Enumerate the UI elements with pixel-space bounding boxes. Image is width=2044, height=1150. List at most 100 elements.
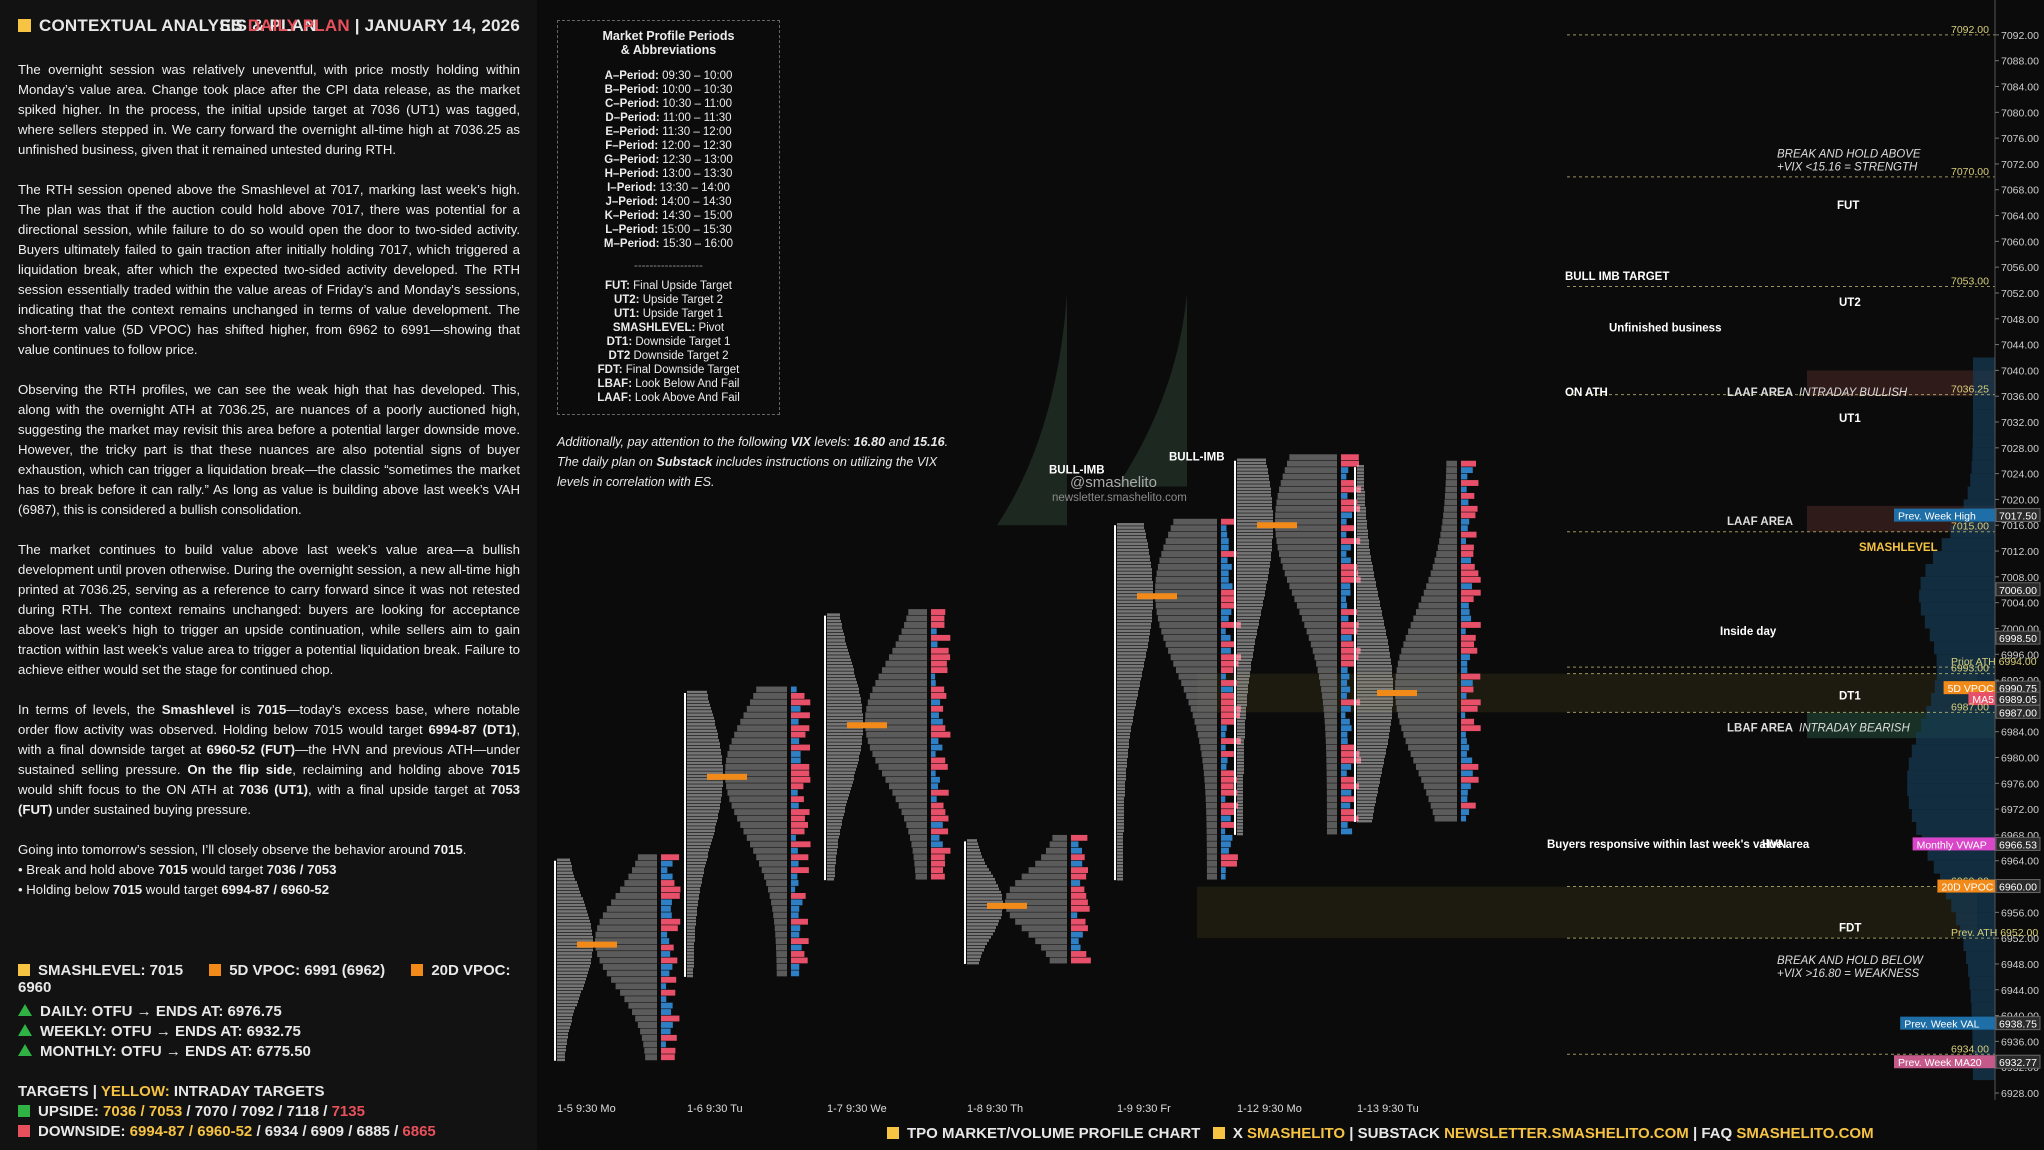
tpo-letters-row — [967, 887, 999, 891]
tpo-letters-row — [1117, 535, 1146, 539]
session-vp-bar — [1423, 589, 1457, 596]
chart-annotation: BREAK AND HOLD ABOVE — [1777, 148, 1921, 160]
session-delta-bar — [1461, 692, 1467, 699]
abbrev-title-1: Market Profile Periods — [602, 29, 735, 43]
tpo-letters-row — [1357, 781, 1380, 784]
tpo-letters-row — [1357, 706, 1392, 710]
tpo-letters-row — [1237, 771, 1244, 775]
session-delta-bar — [931, 744, 943, 751]
session-delta-bar — [1461, 525, 1468, 532]
session-delta-bar — [791, 789, 798, 796]
lv-fut: 7053 (FUT) — [18, 782, 520, 817]
session-vp-bar — [1324, 718, 1337, 725]
session-delta-bar — [1341, 686, 1351, 693]
composite-vp-bar — [1960, 925, 1995, 939]
tpo-letters-row — [1117, 842, 1123, 846]
session-vp-bar — [643, 1041, 657, 1048]
session-vp-bar — [1405, 738, 1457, 745]
session-vp-bar — [628, 873, 657, 880]
tpo-letters-row — [1357, 797, 1376, 800]
period-key: M–Period: — [603, 238, 660, 250]
session-vp-bar — [1326, 783, 1337, 790]
tpo-letters-row — [1357, 687, 1393, 691]
tpo-letters-row — [1237, 813, 1243, 816]
session-delta-bar — [1341, 460, 1360, 467]
session-vp-bar — [1325, 725, 1337, 732]
session-delta-bar — [931, 699, 941, 706]
footer-faq-link[interactable]: SMASHELITO.COM — [1736, 1125, 1874, 1142]
tpo-letters-row — [557, 890, 580, 894]
session-vp-bar — [867, 738, 927, 745]
session-vp-bar — [740, 822, 787, 828]
note-d: . The daily plan on — [557, 435, 949, 469]
y-tick-label: 7020.00 — [2001, 494, 2039, 506]
tpo-letters-row — [827, 877, 834, 881]
session-delta-bar — [1341, 634, 1352, 641]
session-delta-bar — [1461, 609, 1470, 615]
chart-annotation: ON ATH — [1565, 387, 1608, 399]
tpo-letters-row — [687, 739, 719, 742]
tpo-letters-row — [557, 913, 588, 916]
tpo-letters-row — [687, 945, 694, 949]
session-vp-bar — [1170, 654, 1217, 661]
cl-b1-level: 7015 — [158, 862, 188, 877]
session-vp-bar — [1028, 867, 1067, 874]
session-vp-bar — [746, 705, 787, 712]
tpo-letters-row — [557, 881, 577, 884]
tpo-letters-row — [1357, 681, 1393, 684]
tpo-letters-row — [1237, 571, 1269, 575]
session-delta-bar — [1341, 738, 1348, 745]
composite-vp-bar — [1908, 757, 1995, 771]
session-vp-bar — [611, 976, 657, 983]
tpo-letters-row — [967, 926, 996, 929]
session-delta-bar — [661, 1034, 677, 1041]
session-vp-bar — [1326, 796, 1337, 803]
cl-b1-a: • Break and hold above — [18, 862, 159, 877]
y-tick-label: 7072.00 — [2001, 159, 2039, 171]
session-delta-bar — [1221, 609, 1232, 615]
tpo-letters-row — [1117, 681, 1140, 684]
tpo-letters-row — [1117, 555, 1150, 558]
y-tick-label: 7016.00 — [2001, 520, 2039, 532]
tpo-letters-row — [1357, 626, 1385, 629]
session-vp-bar — [1188, 699, 1217, 706]
session-delta-bar — [1461, 699, 1481, 706]
tpo-letters-row — [557, 900, 584, 904]
tpo-letters-row — [1237, 790, 1243, 794]
chart-annotation: BREAK AND HOLD BELOW — [1777, 955, 1924, 967]
session-delta-bar — [791, 783, 804, 790]
plan-prefix: ES — [219, 16, 243, 35]
tpo-letters-row — [1357, 784, 1379, 787]
price-tag — [1995, 630, 2041, 645]
session-vp-bar — [1006, 892, 1067, 899]
session-delta-bar — [791, 809, 810, 815]
lv-fdt: 6960-52 (FUT) — [206, 742, 296, 757]
level-label: 7015.00 — [1951, 521, 1989, 533]
tpo-letters-row — [1357, 800, 1376, 804]
session-delta-bar — [1461, 518, 1470, 525]
session-vp-bar — [1028, 931, 1067, 938]
footer-x-handle[interactable]: SMASHELITO — [1247, 1125, 1346, 1142]
footer-substack-link[interactable]: NEWSLETTER.SMASHELITO.COM — [1444, 1125, 1689, 1142]
session-vp-bar — [637, 854, 657, 861]
trend-weekly-label: WEEKLY: OTFU — [40, 1023, 152, 1040]
tpo-letters-row — [557, 871, 573, 875]
tpo-letters-row — [1237, 800, 1243, 804]
session-delta-bar — [1461, 744, 1470, 751]
tpo-letters-row — [967, 939, 989, 942]
tpo-letters-row — [1237, 458, 1266, 462]
session-vp-bar — [1206, 867, 1217, 874]
tpo-letters-row — [1357, 658, 1391, 662]
session-delta-bar — [661, 1047, 676, 1054]
session-delta-bar — [1221, 860, 1237, 867]
session-vp-bar — [1439, 538, 1457, 545]
period-time: 11:30 – 12:00 — [659, 126, 732, 138]
session-vp-bar — [1395, 699, 1457, 706]
tpo-letters-row — [687, 887, 700, 891]
abbrev-row: UT1: Upside Target 1 — [558, 307, 779, 321]
session-vp-bar — [1163, 544, 1217, 551]
tpo-letters-row — [967, 916, 1001, 920]
tpo-letters-row — [1357, 745, 1387, 749]
session-delta-bar — [661, 983, 667, 990]
period-key: B–Period: — [604, 84, 659, 96]
